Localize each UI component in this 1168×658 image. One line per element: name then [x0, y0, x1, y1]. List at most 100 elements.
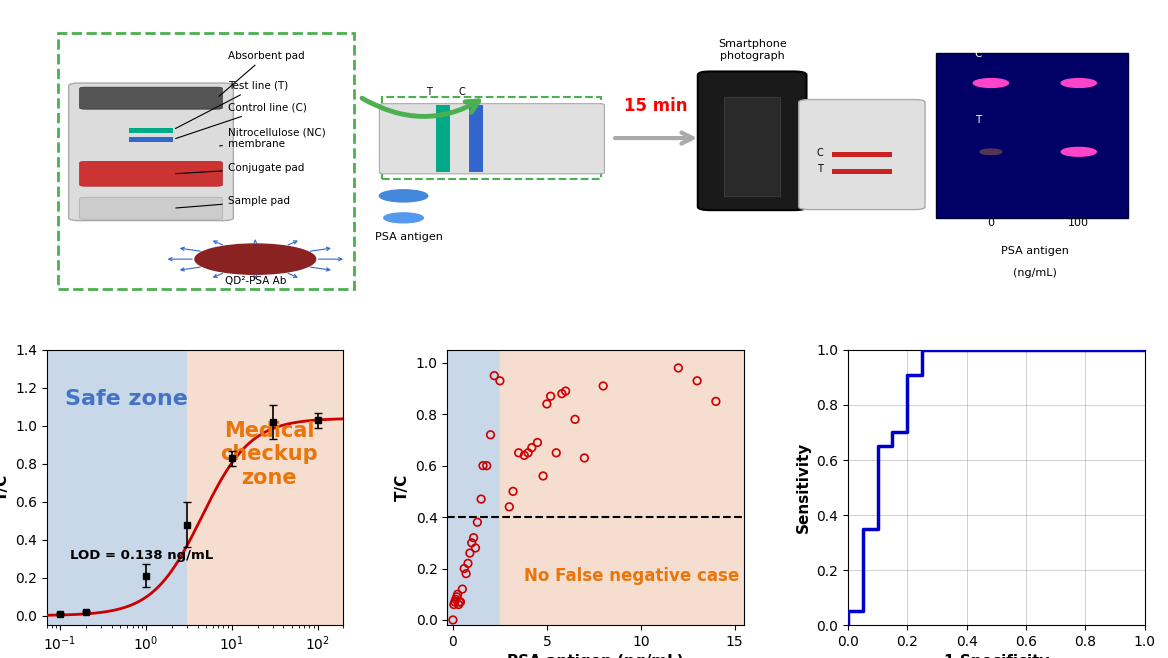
- Text: Test line (T): Test line (T): [175, 81, 288, 128]
- Bar: [47, 350, 187, 625]
- Point: [547, 447, 565, 458]
- X-axis label: PSA antigen (ng/mL): PSA antigen (ng/mL): [507, 654, 684, 658]
- Point: [459, 558, 478, 569]
- Point: [450, 597, 468, 607]
- FancyBboxPatch shape: [799, 99, 925, 210]
- Circle shape: [1062, 78, 1097, 88]
- Point: [552, 388, 571, 399]
- Point: [444, 615, 463, 625]
- Point: [472, 494, 491, 504]
- FancyBboxPatch shape: [69, 83, 234, 220]
- Text: No False negative case: No False negative case: [523, 567, 739, 584]
- Point: [688, 376, 707, 386]
- Point: [447, 592, 466, 602]
- Circle shape: [384, 213, 423, 223]
- Text: (ng/mL): (ng/mL): [1013, 268, 1057, 278]
- Point: [464, 532, 482, 543]
- Point: [451, 597, 470, 607]
- Point: [474, 461, 493, 471]
- Point: [522, 442, 541, 453]
- Bar: [128, 138, 173, 142]
- Circle shape: [1062, 147, 1097, 156]
- Point: [669, 363, 688, 373]
- Point: [478, 461, 496, 471]
- Point: [491, 376, 509, 386]
- Circle shape: [380, 190, 427, 202]
- Point: [575, 453, 593, 463]
- Point: [449, 589, 467, 599]
- FancyBboxPatch shape: [79, 197, 222, 219]
- FancyBboxPatch shape: [57, 34, 354, 290]
- Point: [537, 399, 556, 409]
- Point: [454, 563, 473, 574]
- Text: QD²-PSA Ab: QD²-PSA Ab: [224, 276, 286, 286]
- Text: Sample pad: Sample pad: [175, 196, 290, 208]
- Text: C: C: [816, 148, 823, 158]
- Point: [593, 381, 612, 392]
- X-axis label: 1-Specificity: 1-Specificity: [943, 654, 1050, 658]
- Point: [509, 447, 528, 458]
- Bar: [437, 105, 450, 172]
- Bar: [187, 350, 343, 625]
- Bar: [832, 153, 892, 157]
- Point: [528, 438, 547, 448]
- Circle shape: [195, 244, 315, 274]
- Text: PSA antigen: PSA antigen: [375, 232, 443, 242]
- Point: [481, 430, 500, 440]
- Point: [445, 599, 464, 610]
- Text: Smartphone
photograph: Smartphone photograph: [718, 39, 787, 61]
- Point: [463, 538, 481, 548]
- FancyBboxPatch shape: [79, 161, 222, 186]
- FancyBboxPatch shape: [382, 97, 602, 180]
- Point: [446, 594, 465, 605]
- FancyBboxPatch shape: [79, 87, 222, 109]
- Point: [468, 517, 487, 528]
- Text: C: C: [974, 49, 981, 59]
- Text: 100: 100: [1069, 218, 1090, 228]
- Text: Medical
checkup
zone: Medical checkup zone: [221, 421, 318, 488]
- Text: LOD = 0.138 ng/mL: LOD = 0.138 ng/mL: [70, 549, 214, 562]
- Point: [707, 396, 725, 407]
- Y-axis label: Sensitivity: Sensitivity: [795, 442, 811, 533]
- Bar: [500, 350, 753, 625]
- Point: [453, 584, 472, 594]
- Text: Safe zone: Safe zone: [65, 390, 188, 409]
- FancyBboxPatch shape: [936, 53, 1128, 218]
- Y-axis label: T/C: T/C: [0, 474, 9, 501]
- Text: T: T: [974, 115, 981, 125]
- Point: [460, 548, 479, 559]
- Point: [445, 597, 464, 607]
- Bar: [444, 350, 500, 625]
- FancyBboxPatch shape: [724, 97, 780, 196]
- Point: [556, 386, 575, 396]
- Text: PSA antigen: PSA antigen: [1001, 245, 1069, 255]
- Text: Absorbent pad: Absorbent pad: [218, 51, 305, 96]
- Text: C: C: [458, 88, 465, 97]
- Text: Control line (C): Control line (C): [175, 103, 307, 139]
- Y-axis label: T/C: T/C: [395, 474, 410, 501]
- Point: [541, 391, 559, 401]
- Point: [500, 501, 519, 512]
- Point: [565, 414, 584, 424]
- Point: [485, 370, 503, 381]
- Text: 15 min: 15 min: [625, 97, 688, 114]
- Point: [466, 543, 485, 553]
- Text: Conjugate pad: Conjugate pad: [175, 163, 304, 174]
- Circle shape: [973, 78, 1008, 88]
- Point: [450, 599, 468, 610]
- Point: [519, 447, 537, 458]
- Point: [534, 470, 552, 481]
- Point: [515, 450, 534, 461]
- Bar: [470, 105, 482, 172]
- Text: T: T: [818, 164, 823, 174]
- Text: T: T: [426, 88, 432, 97]
- FancyBboxPatch shape: [380, 104, 605, 174]
- Bar: [832, 169, 892, 174]
- Point: [503, 486, 522, 497]
- Bar: [128, 128, 173, 132]
- Text: 0: 0: [987, 218, 994, 228]
- FancyBboxPatch shape: [697, 72, 806, 210]
- Point: [457, 569, 475, 579]
- Text: Nitrocellulose (NC)
membrane: Nitrocellulose (NC) membrane: [220, 127, 326, 149]
- Circle shape: [980, 149, 1002, 155]
